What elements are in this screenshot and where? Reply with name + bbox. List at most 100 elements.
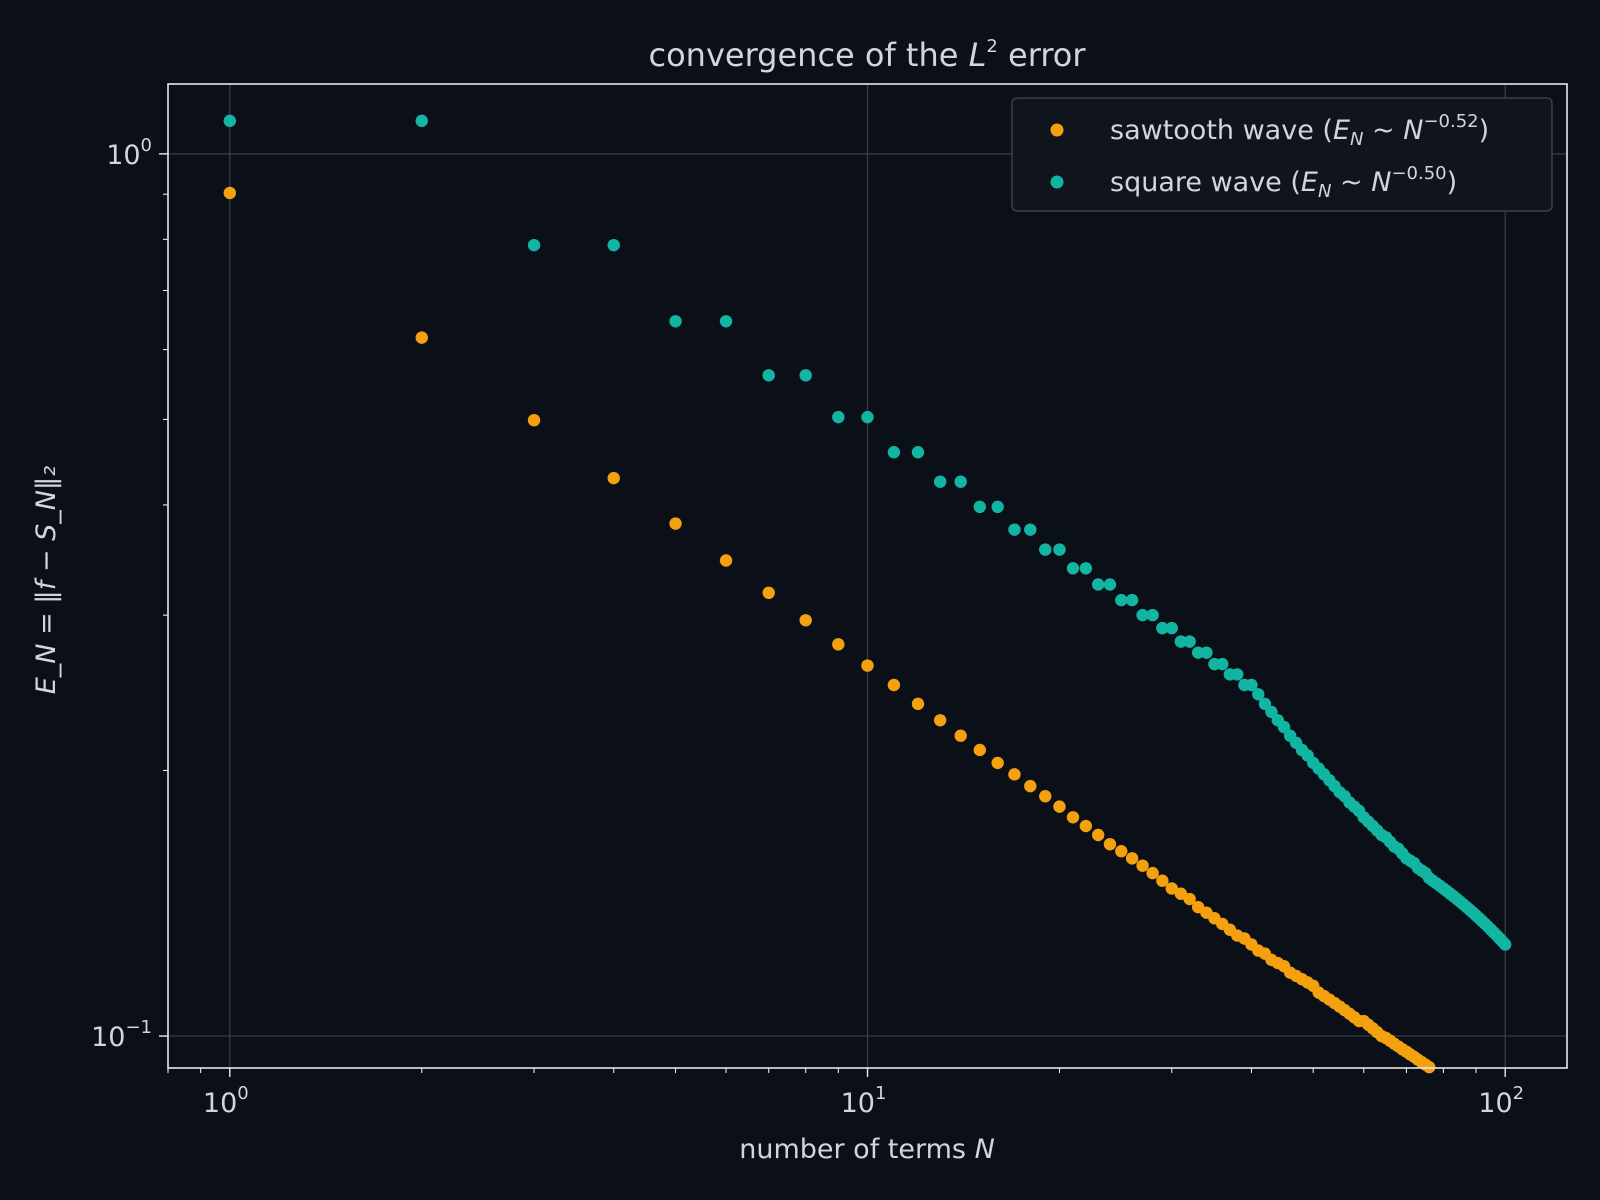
square-point bbox=[1103, 578, 1117, 591]
square-point bbox=[1231, 668, 1244, 681]
square-point bbox=[607, 238, 620, 252]
square-point bbox=[1183, 635, 1196, 648]
y-tick-label-base: 10 bbox=[91, 1022, 125, 1053]
x-tick-label: 100 bbox=[203, 1083, 249, 1119]
sawtooth-point bbox=[991, 756, 1004, 770]
sawtooth-point bbox=[1066, 811, 1080, 824]
sawtooth-point bbox=[954, 729, 967, 742]
square-point bbox=[954, 475, 967, 488]
square-point bbox=[1125, 593, 1139, 607]
sawtooth-point bbox=[861, 659, 874, 672]
x-axis-label: number of terms N bbox=[739, 1134, 995, 1165]
square-point bbox=[1091, 578, 1105, 591]
x-axis-label-text: number of terms bbox=[739, 1134, 974, 1165]
y-axis-label: E_N = ‖f − S_N‖₂ bbox=[31, 466, 62, 695]
legend-box bbox=[1011, 97, 1553, 212]
x-tick-label-base: 10 bbox=[841, 1088, 875, 1119]
x-tick-label-exp: 1 bbox=[875, 1083, 886, 1104]
square-point bbox=[1039, 543, 1052, 556]
square-point bbox=[719, 315, 733, 328]
square-point bbox=[1200, 646, 1213, 659]
square-point bbox=[415, 114, 428, 128]
y-tick-label-exp: −1 bbox=[125, 1017, 152, 1038]
sawtooth-point bbox=[887, 678, 901, 692]
square-point bbox=[887, 446, 901, 459]
sawtooth-point bbox=[1115, 845, 1128, 858]
square-point bbox=[223, 114, 236, 128]
sawtooth-point bbox=[1136, 859, 1149, 872]
legend-sawtooth-rel: ~ bbox=[1363, 115, 1403, 146]
x-axis-label-symbol: N bbox=[975, 1134, 995, 1165]
square-point bbox=[1024, 523, 1037, 536]
square-point bbox=[527, 238, 541, 252]
sawtooth-point bbox=[1053, 800, 1066, 813]
legend-square-lhs: E bbox=[1301, 167, 1318, 198]
legend-sawtooth-rhs-sup: −0.52 bbox=[1423, 111, 1478, 132]
legend-sawtooth-lhs-sub: N bbox=[1350, 129, 1363, 150]
sawtooth-point bbox=[1156, 874, 1169, 887]
x-tick-label-exp: 0 bbox=[237, 1083, 248, 1104]
square-point bbox=[973, 500, 986, 514]
legend-marker-square bbox=[1050, 175, 1064, 189]
sawtooth-point bbox=[1146, 866, 1159, 880]
sawtooth-point bbox=[1039, 790, 1052, 803]
sawtooth-point bbox=[933, 714, 947, 727]
legend-square-rhs: N bbox=[1371, 167, 1391, 198]
sawtooth-point bbox=[1103, 837, 1117, 851]
square-point bbox=[911, 446, 925, 459]
sawtooth-point bbox=[607, 471, 620, 485]
legend-square-rhs-sup: −0.50 bbox=[1391, 163, 1446, 184]
x-tick-label: 101 bbox=[841, 1083, 887, 1119]
square-point bbox=[1053, 543, 1066, 556]
legend-sawtooth-rhs: N bbox=[1403, 115, 1423, 146]
legend-square-prefix: square wave ( bbox=[1110, 167, 1301, 198]
legend-label-square: square wave (EN ~ N−0.50) bbox=[1110, 163, 1457, 202]
x-tick-label: 102 bbox=[1478, 1083, 1524, 1119]
sawtooth-point bbox=[719, 554, 733, 567]
sawtooth-point bbox=[415, 331, 428, 344]
sawtooth-point bbox=[832, 638, 845, 651]
square-point bbox=[1277, 720, 1291, 734]
x-tick-label-base: 10 bbox=[1478, 1088, 1512, 1119]
sawtooth-point bbox=[223, 186, 236, 200]
sawtooth-point bbox=[1008, 768, 1021, 781]
square-point bbox=[1245, 678, 1258, 692]
sawtooth-point bbox=[1079, 819, 1093, 833]
sawtooth-point bbox=[1422, 1060, 1436, 1074]
legend: sawtooth wave (EN ~ N−0.52) square wave … bbox=[1011, 97, 1553, 212]
square-point bbox=[1156, 621, 1169, 635]
chart-title-prefix: convergence of the bbox=[648, 36, 968, 74]
points-layer bbox=[223, 114, 1512, 1074]
chart-title-symbol: L bbox=[969, 36, 987, 74]
square-point bbox=[991, 500, 1004, 514]
square-point bbox=[669, 315, 682, 328]
chart-title-suffix: error bbox=[998, 36, 1086, 74]
y-tick-label: 10−1 bbox=[91, 1017, 152, 1053]
y-tick-label: 100 bbox=[106, 135, 152, 171]
legend-sawtooth-prefix: sawtooth wave ( bbox=[1110, 115, 1333, 146]
legend-square-lhs-sub: N bbox=[1318, 181, 1331, 202]
sawtooth-point bbox=[527, 413, 541, 427]
chart-title: convergence of the L2 error bbox=[648, 36, 1086, 74]
legend-label-sawtooth: sawtooth wave (EN ~ N−0.52) bbox=[1110, 111, 1489, 150]
y-tick-label-base: 10 bbox=[106, 140, 140, 171]
sawtooth-point bbox=[1183, 892, 1196, 906]
x-tick-label-base: 10 bbox=[203, 1088, 237, 1119]
square-point bbox=[861, 410, 874, 424]
legend-marker-sawtooth bbox=[1050, 123, 1064, 137]
legend-square-rel: ~ bbox=[1331, 167, 1371, 198]
square-point bbox=[1146, 608, 1159, 622]
sawtooth-point bbox=[911, 697, 925, 711]
sawtooth-point bbox=[1165, 882, 1178, 895]
sawtooth-point bbox=[1024, 779, 1037, 793]
legend-sawtooth-lhs: E bbox=[1333, 115, 1350, 146]
chart-title-superscript: 2 bbox=[986, 36, 997, 57]
square-point bbox=[1115, 593, 1128, 607]
square-point bbox=[832, 410, 845, 424]
square-point bbox=[1008, 523, 1021, 536]
sawtooth-point bbox=[669, 517, 682, 530]
square-point bbox=[933, 475, 947, 488]
square-point bbox=[1174, 635, 1188, 648]
